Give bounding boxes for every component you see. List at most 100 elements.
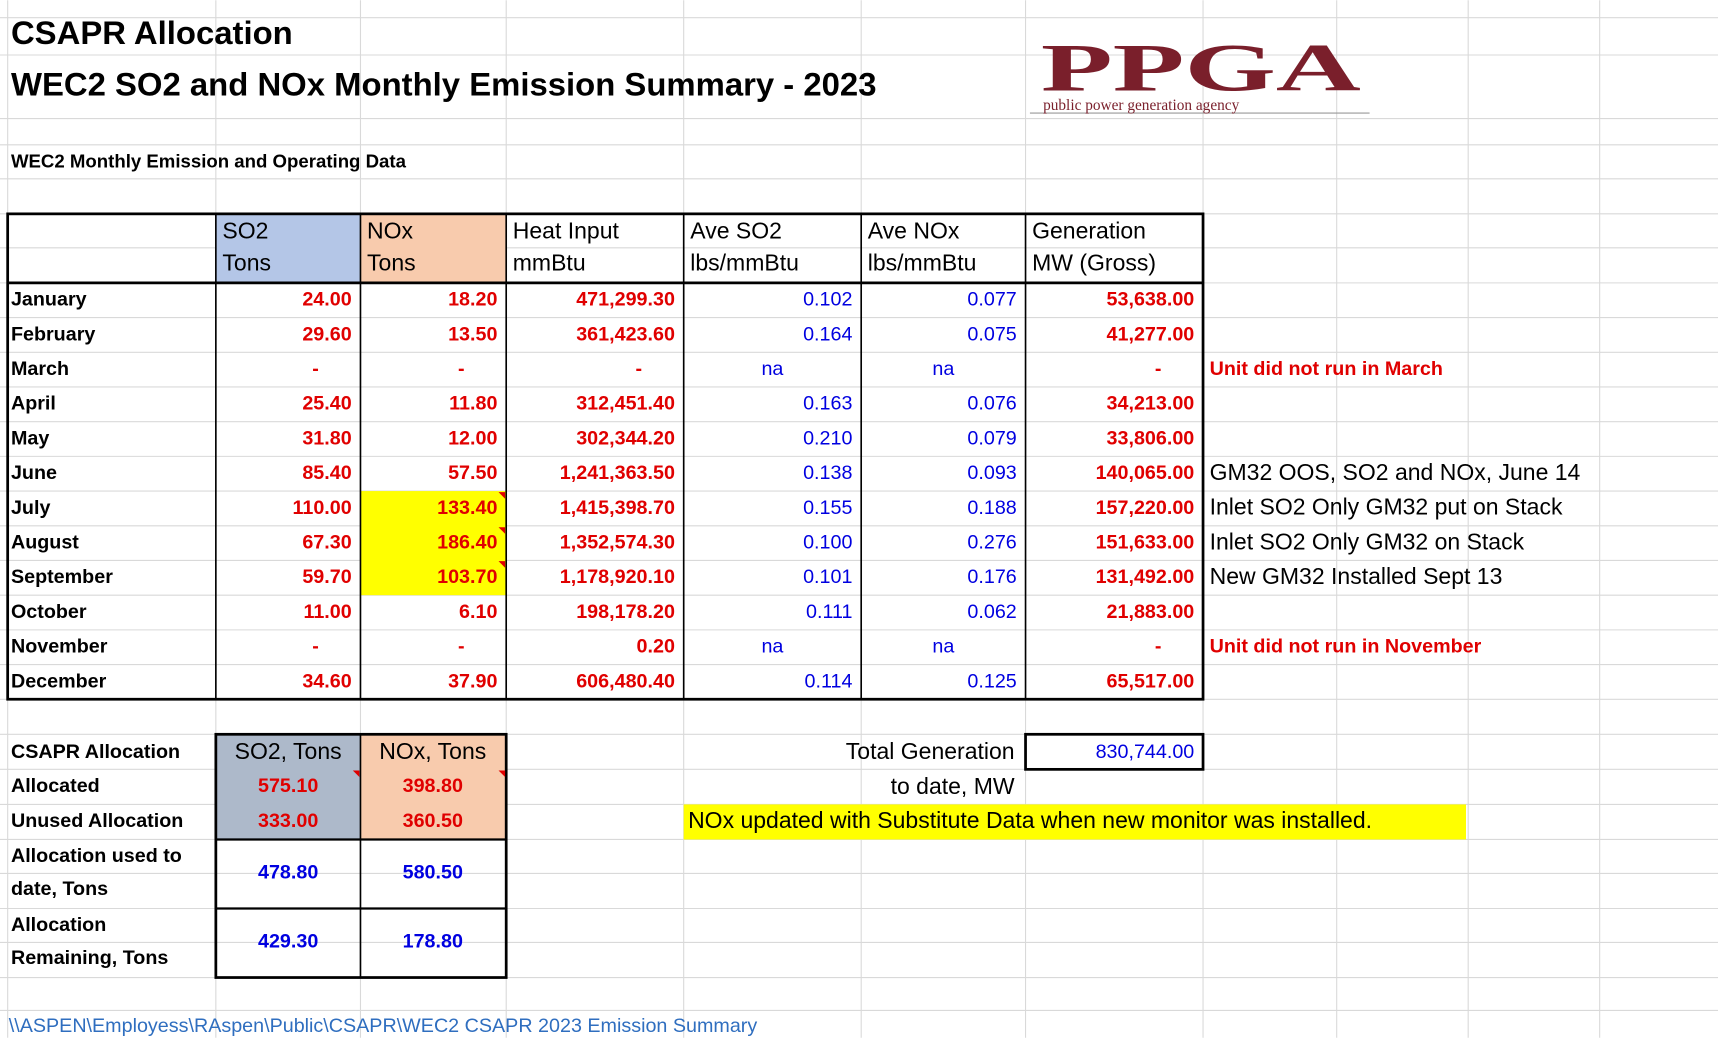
- cell-value: 0.114: [805, 670, 853, 692]
- cell-value: 37.90: [448, 670, 497, 692]
- nox-header-fill: [360, 213, 507, 283]
- alloc-label: Allocation: [11, 914, 106, 936]
- column-header: Generation: [1032, 218, 1146, 244]
- row-note: Inlet SO2 Only GM32 put on Stack: [1210, 494, 1563, 520]
- column-header: Heat Input: [513, 218, 620, 244]
- cell-value: 1,352,574.30: [560, 532, 675, 554]
- cell-value: 0.210: [803, 427, 852, 449]
- cell-value: 0.176: [967, 566, 1016, 588]
- cell-value: 18.20: [448, 289, 497, 311]
- cell-value: 6.10: [459, 601, 497, 623]
- cell-value: 11.80: [449, 393, 497, 415]
- total-label: Total Generation: [846, 738, 1015, 764]
- cell-value: 53,638.00: [1107, 289, 1195, 311]
- row-label: February: [11, 323, 95, 345]
- alloc-value: 575.10: [258, 775, 318, 797]
- cell-value: -: [312, 636, 319, 658]
- cell-value: 34,213.00: [1107, 393, 1195, 415]
- cell-value: 606,480.40: [576, 670, 675, 692]
- cell-value: 31.80: [302, 427, 351, 449]
- cell-value: 65,517.00: [1107, 670, 1195, 692]
- subtitle: WEC2 SO2 and NOx Monthly Emission Summar…: [11, 65, 877, 102]
- cell-value: 12.00: [448, 427, 497, 449]
- cell-value: 33,806.00: [1107, 427, 1195, 449]
- alloc-value: 429.30: [258, 931, 318, 953]
- cell-value: 11.00: [303, 601, 351, 623]
- cell-value: -: [1155, 358, 1162, 380]
- cell-value: 0.155: [803, 497, 852, 519]
- alloc-label: Allocation used to: [11, 845, 182, 867]
- cell-value: 157,220.00: [1096, 497, 1195, 519]
- alloc-value: 478.80: [258, 862, 318, 884]
- cell-value: 57.50: [448, 462, 497, 484]
- column-header: Tons: [367, 249, 416, 275]
- cell-value: 0.276: [967, 532, 1016, 554]
- alloc-label: date, Tons: [11, 878, 108, 900]
- logo-mark: PPGA: [1041, 29, 1361, 105]
- logo-caption: public power generation agency: [1043, 97, 1240, 114]
- cell-value: 24.00: [302, 289, 351, 311]
- row-label: August: [11, 532, 79, 554]
- section-title: WEC2 Monthly Emission and Operating Data: [11, 150, 407, 171]
- cell-value: 133.40: [437, 497, 497, 519]
- cell-value: 0.077: [967, 289, 1016, 311]
- alloc-value: 580.50: [403, 862, 463, 884]
- alloc-label: Allocated: [11, 775, 100, 797]
- cell-value: 0.164: [803, 323, 852, 345]
- cell-value: 186.40: [437, 532, 497, 554]
- cell-value: 312,451.40: [576, 393, 675, 415]
- cell-value: 21,883.00: [1107, 601, 1195, 623]
- cell-value: 302,344.20: [576, 427, 675, 449]
- cell-value: 0.101: [803, 566, 852, 588]
- cell-value: 0.102: [803, 289, 852, 311]
- row-label: April: [11, 393, 56, 415]
- cell-value: 0.093: [967, 462, 1016, 484]
- column-header: Ave NOx: [868, 218, 960, 244]
- total-label: to date, MW: [891, 773, 1015, 799]
- cell-value: 1,415,398.70: [560, 497, 675, 519]
- cell-value: na: [761, 358, 783, 380]
- alloc-header: NOx, Tons: [379, 738, 486, 764]
- alloc-label: Remaining, Tons: [11, 947, 168, 969]
- cell-value: 34.60: [302, 670, 351, 692]
- cell-value: na: [932, 358, 954, 380]
- alloc-nox-fill: [360, 734, 507, 840]
- cell-value: 1,178,920.10: [560, 566, 675, 588]
- row-note: New GM32 Installed Sept 13: [1210, 563, 1503, 589]
- cell-value: -: [1155, 636, 1162, 658]
- alloc-value: 333.00: [258, 810, 318, 832]
- cell-value: 140,065.00: [1096, 462, 1195, 484]
- row-note: Unit did not run in March: [1210, 358, 1443, 380]
- row-label: November: [11, 636, 108, 658]
- cell-value: 1,241,363.50: [560, 462, 675, 484]
- note: NOx updated with Substitute Data when ne…: [688, 807, 1372, 833]
- cell-value: 0.163: [803, 393, 852, 415]
- column-header: NOx: [367, 218, 414, 244]
- cell-value: 25.40: [302, 393, 351, 415]
- cell-value: 85.40: [302, 462, 351, 484]
- comment-markers: [352, 492, 506, 778]
- cell-value: 13.50: [448, 323, 497, 345]
- file-path: \\ASPEN\Employess\RAspen\Public\CSAPR\WE…: [9, 1015, 758, 1037]
- cell-value: na: [932, 636, 954, 658]
- cell-value: 361,423.60: [576, 323, 675, 345]
- cell-value: 0.188: [967, 497, 1016, 519]
- alloc-header: SO2, Tons: [235, 738, 342, 764]
- row-label: June: [11, 462, 57, 484]
- alloc-header: CSAPR Allocation: [11, 741, 180, 763]
- column-header: SO2: [222, 218, 268, 244]
- cell-value: 0.075: [967, 323, 1016, 345]
- cell-value: 0.111: [806, 601, 852, 623]
- cell-value: -: [458, 636, 465, 658]
- nox-highlight: [360, 491, 507, 596]
- cell-value: 67.30: [302, 532, 351, 554]
- cell-value: 110.00: [292, 497, 351, 519]
- cell-value: 0.20: [637, 636, 675, 658]
- alloc-value: 360.50: [403, 810, 463, 832]
- cell-value: 0.138: [803, 462, 852, 484]
- cell-value: 131,492.00: [1096, 566, 1195, 588]
- row-note: Unit did not run in November: [1210, 636, 1482, 658]
- row-label: July: [11, 497, 50, 519]
